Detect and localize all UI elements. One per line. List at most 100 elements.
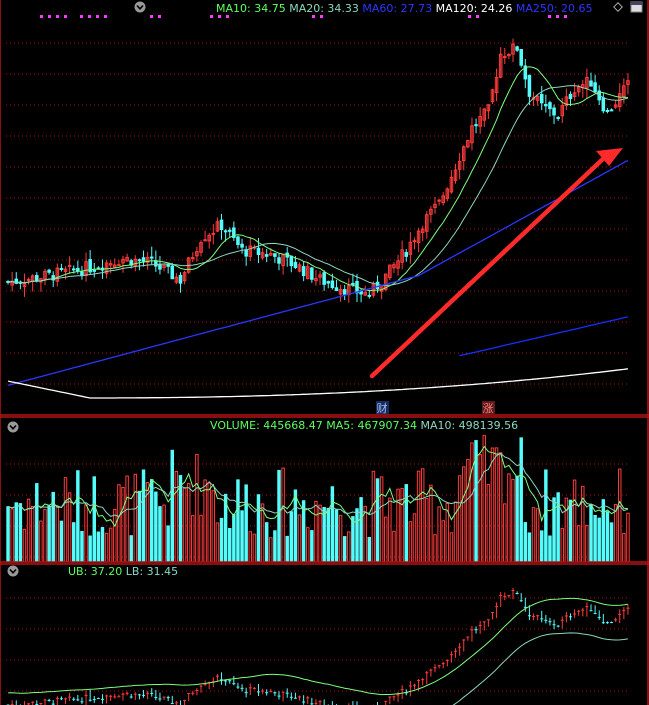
ma20-line (8, 85, 629, 286)
candle (289, 255, 294, 267)
volume-legend: VOLUME: 445668.47 MA5: 467907.34 MA10: 4… (210, 419, 518, 432)
candle (503, 56, 507, 59)
candle (601, 97, 606, 112)
candle (133, 258, 138, 267)
volume-ma10-line (7, 452, 629, 517)
volume-bar (240, 510, 244, 563)
candle (76, 267, 80, 272)
candle (568, 93, 573, 100)
chevron-down-icon-bg (7, 565, 19, 577)
volume-collapse-button[interactable] (7, 421, 19, 433)
candle (539, 93, 544, 104)
candle (141, 257, 146, 263)
volume-bar (150, 479, 154, 563)
candle (626, 80, 630, 85)
volume-ma5-line (7, 445, 628, 528)
candle (622, 85, 626, 98)
candle (400, 249, 404, 263)
volume-bar (88, 535, 92, 563)
event-marker-box (482, 401, 495, 414)
candle (507, 53, 511, 57)
ma120-line (7, 368, 628, 399)
diamond-icon[interactable] (613, 2, 623, 12)
candle (388, 264, 392, 279)
candle (326, 281, 331, 284)
volume-bar (326, 507, 330, 563)
candle (593, 82, 597, 93)
candle (371, 283, 376, 296)
volume-bar (351, 516, 355, 563)
candle (564, 96, 569, 107)
event-dot (64, 15, 67, 18)
trend-arrow (369, 155, 607, 379)
candle (544, 104, 548, 107)
candle (367, 294, 372, 297)
candle (408, 241, 413, 255)
candle (342, 289, 347, 295)
volume-bar (277, 469, 281, 563)
candle (572, 92, 577, 97)
candle (125, 257, 129, 262)
volume-bar (264, 522, 269, 563)
candle (548, 102, 552, 110)
volume-bar (342, 536, 347, 563)
candle (338, 289, 343, 295)
candle (470, 125, 474, 144)
volume-bar (100, 527, 105, 563)
price-collapse-button[interactable] (134, 1, 146, 13)
price-legend-item: MA20: 34.33 (286, 2, 359, 15)
price-legend-item: MA250: 20.65 (512, 2, 592, 15)
event-dot (226, 15, 229, 18)
volume-bar (170, 449, 174, 563)
volume-bar (96, 531, 101, 563)
candle (158, 263, 162, 270)
candle (556, 117, 560, 120)
candle (154, 260, 158, 267)
candle (318, 274, 322, 278)
candle (80, 271, 84, 276)
volume-legend-item: VOLUME: 445668.47 (210, 419, 323, 432)
volume-bar (367, 536, 372, 563)
candle (383, 273, 388, 290)
candle (174, 276, 179, 283)
volume-legend-item: MA10: 498139.56 (417, 419, 518, 432)
candle (63, 268, 68, 272)
volume-bar (330, 486, 335, 563)
candle (260, 252, 265, 259)
volume-bar (334, 509, 339, 563)
event-dot (564, 15, 567, 18)
volume-bar (601, 499, 606, 563)
candle (305, 266, 310, 280)
candle (334, 287, 339, 291)
candle (26, 278, 31, 281)
volume-bar (141, 469, 146, 563)
candle (178, 274, 183, 284)
event-dot (218, 15, 221, 18)
candle (527, 74, 532, 97)
candle (416, 230, 421, 243)
band-collapse-button[interactable] (7, 565, 19, 577)
volume-bar (256, 494, 261, 563)
volume-bar (47, 505, 51, 563)
candle (236, 236, 240, 245)
candle (256, 247, 261, 256)
candle (498, 53, 503, 78)
candle (351, 282, 355, 285)
volume-bar (544, 469, 548, 563)
candle (182, 272, 187, 282)
candle (396, 260, 400, 269)
candle (449, 176, 454, 193)
event-dot (48, 15, 51, 18)
volume-legend-item: MA5: 467907.34 (323, 419, 417, 432)
candle (519, 49, 523, 66)
volume-bar (540, 530, 544, 563)
candle (310, 267, 314, 280)
candle (466, 139, 470, 148)
event-marker-limit-up: 涨 (483, 402, 494, 415)
candle (88, 259, 92, 273)
volume-bar (527, 532, 532, 563)
volume-bar (609, 522, 614, 563)
candle (511, 43, 515, 55)
candle (461, 146, 466, 162)
